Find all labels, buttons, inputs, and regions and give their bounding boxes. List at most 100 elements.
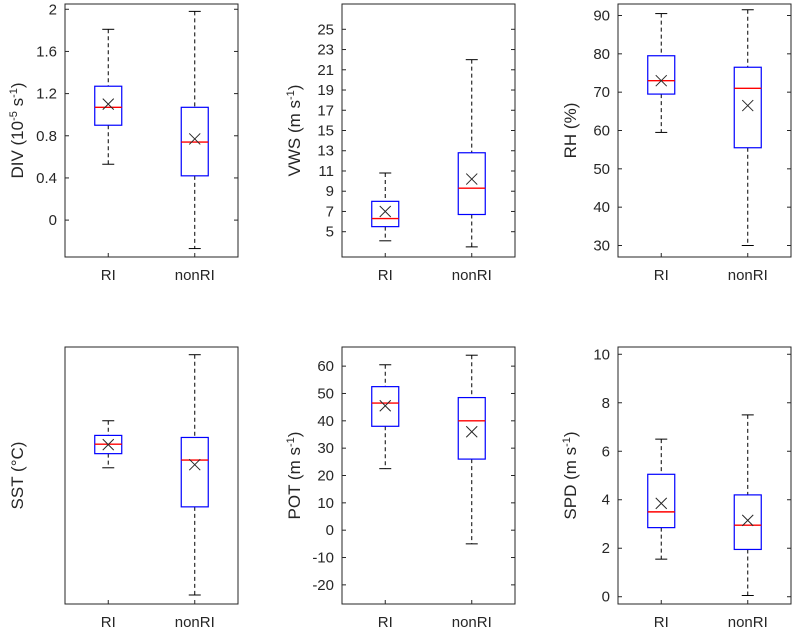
mean-marker	[379, 399, 392, 412]
x-tick-label: RI	[378, 614, 393, 631]
y-tick-label: 0.4	[36, 170, 57, 187]
x-tick-label: RI	[101, 614, 116, 631]
y-tick-label: 0	[326, 522, 334, 539]
box-ri: RI	[94, 420, 123, 631]
y-tick-label: 50	[593, 161, 610, 178]
y-tick-label: 0.8	[36, 128, 57, 145]
chart-panel-pot: -20 -10 0 10 20 30 40 50 60 POT (m s-1) RI nonRI	[285, 346, 516, 631]
y-tick-label: 60	[593, 123, 610, 140]
iqr-box	[733, 494, 762, 551]
chart-panel-vws: 5 7 9 11 13 15 17 19 21 23 25 VWS (m s-1) RI nonRI	[285, 3, 516, 284]
chart-panel-spd: 0 2 4 6 8 10 SPD (m s-1) RI nonRI	[561, 346, 792, 631]
y-tick-label: 30	[593, 238, 610, 255]
box-nonri: nonRI	[452, 59, 492, 284]
y-tick-label: 80	[593, 46, 610, 63]
axes-frame	[64, 346, 239, 605]
y-axis-label: VWS (m s-1)	[285, 85, 304, 177]
y-tick-label: 1.2	[36, 86, 57, 103]
chart-panel-rh: 30 40 50 60 70 80 90 RH (%) RI nonRI	[561, 3, 792, 284]
y-tick-label: 19	[317, 82, 334, 99]
mean-marker	[655, 497, 668, 510]
chart-panel-sst: SST (°C) RI nonRI	[8, 346, 239, 631]
x-tick-label: nonRI	[175, 267, 215, 284]
chart-panel-div: 0 0.4 0.8 1.2 1.6 2 DIV (10-5 s-1) RI nonRI	[8, 1, 239, 284]
y-tick-label: 20	[317, 468, 334, 485]
box-ri: RI	[371, 172, 400, 284]
y-tick-label: 1.6	[36, 43, 57, 60]
iqr-box	[180, 436, 209, 508]
y-axis-label: RH (%)	[561, 103, 580, 159]
y-tick-label: 10	[593, 346, 610, 363]
mean-marker	[465, 425, 478, 438]
x-tick-label: nonRI	[175, 614, 215, 631]
x-tick-label: nonRI	[452, 614, 492, 631]
x-tick-label: RI	[101, 267, 116, 284]
mean-marker	[655, 74, 668, 87]
y-tick-label: 4	[602, 492, 610, 509]
axes-frame	[617, 346, 792, 605]
y-axis-label: DIV (10-5 s-1)	[8, 82, 27, 178]
mean-marker	[741, 99, 754, 112]
mean-marker	[102, 438, 115, 451]
y-tick-label: 50	[317, 385, 334, 402]
box-ri: RI	[647, 438, 676, 631]
y-tick-label: 6	[602, 443, 610, 460]
axes-frame	[341, 3, 516, 258]
y-tick-label: 5	[326, 224, 334, 241]
y-tick-label: 0	[602, 589, 610, 606]
mean-marker	[741, 514, 754, 527]
box-ri: RI	[371, 364, 400, 631]
box-nonri: nonRI	[452, 354, 492, 631]
y-tick-label: 40	[593, 199, 610, 216]
y-tick-label: 7	[326, 203, 334, 220]
y-tick-label: 8	[602, 395, 610, 412]
iqr-box	[457, 152, 486, 216]
box-nonri: nonRI	[728, 9, 768, 284]
iqr-box	[371, 386, 400, 427]
y-tick-label: 17	[317, 102, 334, 119]
y-tick-label: 15	[317, 123, 334, 140]
box-nonri: nonRI	[175, 10, 215, 284]
iqr-box	[647, 473, 676, 529]
y-tick-label: -20	[312, 577, 334, 594]
mean-marker	[188, 133, 201, 145]
y-tick-label: 10	[317, 495, 334, 512]
iqr-box	[733, 66, 762, 149]
x-tick-label: nonRI	[728, 614, 768, 631]
y-tick-label: 90	[593, 8, 610, 25]
y-tick-label: 11	[318, 163, 334, 180]
y-tick-label: -10	[312, 550, 334, 567]
mean-marker	[188, 458, 201, 471]
x-tick-label: RI	[378, 267, 393, 284]
y-tick-label: 25	[317, 21, 334, 38]
y-tick-label: 2	[602, 540, 610, 557]
x-tick-label: nonRI	[728, 267, 768, 284]
box-nonri: nonRI	[728, 414, 768, 631]
y-tick-label: 70	[593, 84, 610, 101]
mean-marker	[465, 173, 478, 185]
mean-marker	[379, 205, 392, 218]
box-nonri: nonRI	[175, 354, 215, 631]
y-tick-label: 30	[317, 440, 334, 457]
x-tick-label: RI	[654, 267, 669, 284]
y-tick-label: 13	[317, 143, 334, 160]
axes-frame	[617, 3, 792, 258]
y-axis-label: POT (m s-1)	[285, 432, 304, 520]
axes-frame	[64, 3, 239, 258]
y-axis-label: SPD (m s-1)	[561, 431, 580, 519]
y-tick-label: 9	[326, 183, 334, 200]
box-ri: RI	[94, 28, 123, 284]
x-tick-label: nonRI	[452, 267, 492, 284]
axes-frame	[341, 346, 516, 605]
iqr-box	[647, 55, 676, 95]
y-tick-label: 2	[49, 1, 57, 18]
y-axis-label: SST (°C)	[8, 442, 27, 510]
y-tick-label: 23	[317, 42, 334, 59]
iqr-box	[94, 85, 123, 126]
x-tick-label: RI	[654, 614, 669, 631]
iqr-box	[457, 396, 486, 460]
y-tick-label: 0	[49, 212, 57, 229]
mean-marker	[102, 98, 115, 110]
iqr-box	[371, 200, 400, 228]
